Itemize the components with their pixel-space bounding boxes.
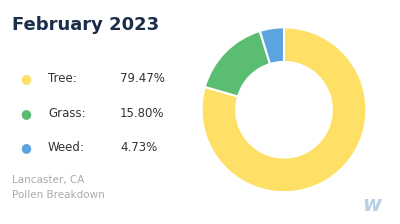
Wedge shape <box>205 31 270 97</box>
Text: ●: ● <box>20 72 31 85</box>
Text: 15.80%: 15.80% <box>120 107 164 120</box>
Text: Grass:: Grass: <box>48 107 86 120</box>
Text: 79.47%: 79.47% <box>120 72 165 85</box>
Text: ●: ● <box>20 141 31 154</box>
Text: Lancaster, CA
Pollen Breakdown: Lancaster, CA Pollen Breakdown <box>12 175 105 200</box>
Text: w: w <box>362 195 382 215</box>
Wedge shape <box>260 27 284 64</box>
Text: 4.73%: 4.73% <box>120 141 157 154</box>
Text: ●: ● <box>20 107 31 120</box>
Text: Weed:: Weed: <box>48 141 85 154</box>
Text: Tree:: Tree: <box>48 72 77 85</box>
Text: February 2023: February 2023 <box>12 16 159 34</box>
Wedge shape <box>202 27 366 192</box>
